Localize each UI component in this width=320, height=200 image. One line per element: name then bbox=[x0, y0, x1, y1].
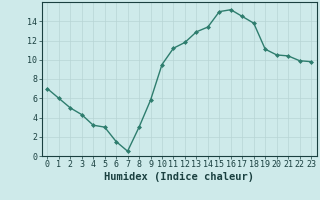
X-axis label: Humidex (Indice chaleur): Humidex (Indice chaleur) bbox=[104, 172, 254, 182]
